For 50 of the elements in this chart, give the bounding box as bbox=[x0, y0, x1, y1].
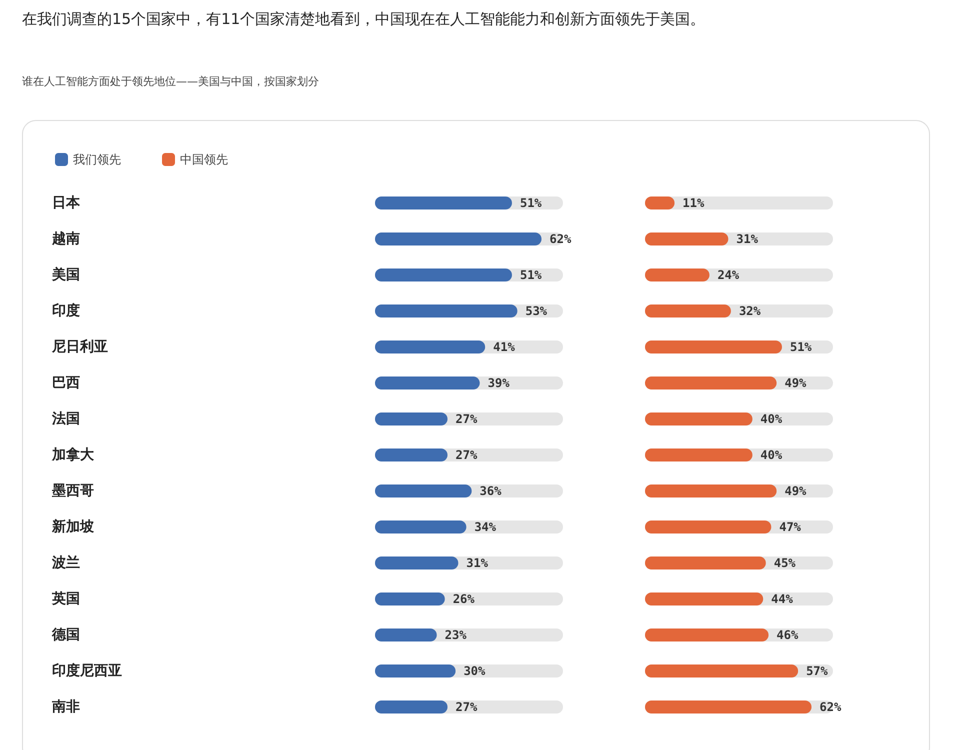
data-label: 51% bbox=[520, 268, 542, 282]
data-label: 51% bbox=[520, 196, 542, 210]
data-label: 62% bbox=[820, 700, 842, 714]
y-tick-label: 波兰 bbox=[51, 554, 80, 571]
y-tick-label: 日本 bbox=[52, 195, 81, 211]
y-tick-label: 美国 bbox=[51, 266, 80, 283]
data-label: 11% bbox=[682, 196, 705, 210]
data-label: 31% bbox=[466, 556, 489, 570]
data-label: 49% bbox=[784, 484, 808, 498]
legend-label: 我们领先 bbox=[73, 152, 121, 166]
data-label: 40% bbox=[760, 448, 783, 462]
data-label: 41% bbox=[493, 340, 516, 354]
y-tick-label: 南非 bbox=[51, 699, 80, 715]
data-label: 34% bbox=[474, 520, 497, 534]
y-tick-label: 尼日利亚 bbox=[51, 339, 108, 355]
y-tick-label: 法国 bbox=[51, 411, 80, 427]
data-label: 36% bbox=[480, 484, 502, 498]
data-label: 62% bbox=[550, 232, 572, 246]
y-tick-label: 巴西 bbox=[52, 375, 80, 391]
legend-label: 中国领先 bbox=[180, 152, 228, 166]
text: 谁在人工智能方面处于领先地位——美国与中国，按国家划分 bbox=[22, 74, 319, 89]
data-label: 30% bbox=[464, 664, 486, 678]
data-label: 40% bbox=[760, 412, 783, 426]
data-label: 23% bbox=[444, 628, 468, 642]
data-label: 26% bbox=[452, 592, 476, 606]
y-tick-label: 德国 bbox=[51, 627, 80, 643]
y-tick-label: 英国 bbox=[51, 591, 80, 607]
data-label: 27% bbox=[456, 700, 478, 714]
data-label: 31% bbox=[736, 232, 759, 246]
data-label: 39% bbox=[488, 376, 510, 390]
chart-title: 在我们调查的15个国家中，有11个国家清楚地看到，中国现在在人工智能能力和创新方面领先于美国。 bbox=[22, 10, 706, 29]
data-label: 32% bbox=[738, 304, 762, 318]
y-tick-label: 加拿大 bbox=[51, 447, 95, 463]
y-tick-label: 墨西哥 bbox=[51, 483, 94, 499]
data-label: 49% bbox=[784, 376, 808, 390]
data-label: 27% bbox=[456, 448, 478, 462]
y-tick-label: 越南 bbox=[51, 231, 80, 247]
data-label: 27% bbox=[456, 412, 478, 426]
y-tick-label: 新加坡 bbox=[51, 518, 95, 535]
y-tick-label: 印度 bbox=[52, 302, 80, 319]
y-tick-label: 印度尼西亚 bbox=[52, 662, 122, 679]
bar bbox=[375, 628, 437, 642]
data-label: 57% bbox=[806, 664, 829, 678]
data-label: 45% bbox=[774, 556, 796, 570]
data-label: 44% bbox=[771, 592, 794, 606]
data-label: 46% bbox=[776, 628, 799, 642]
data-label: 51% bbox=[790, 340, 812, 354]
data-label: 47% bbox=[779, 520, 802, 534]
data-label: 24% bbox=[717, 268, 740, 282]
data-label: 53% bbox=[525, 304, 548, 318]
